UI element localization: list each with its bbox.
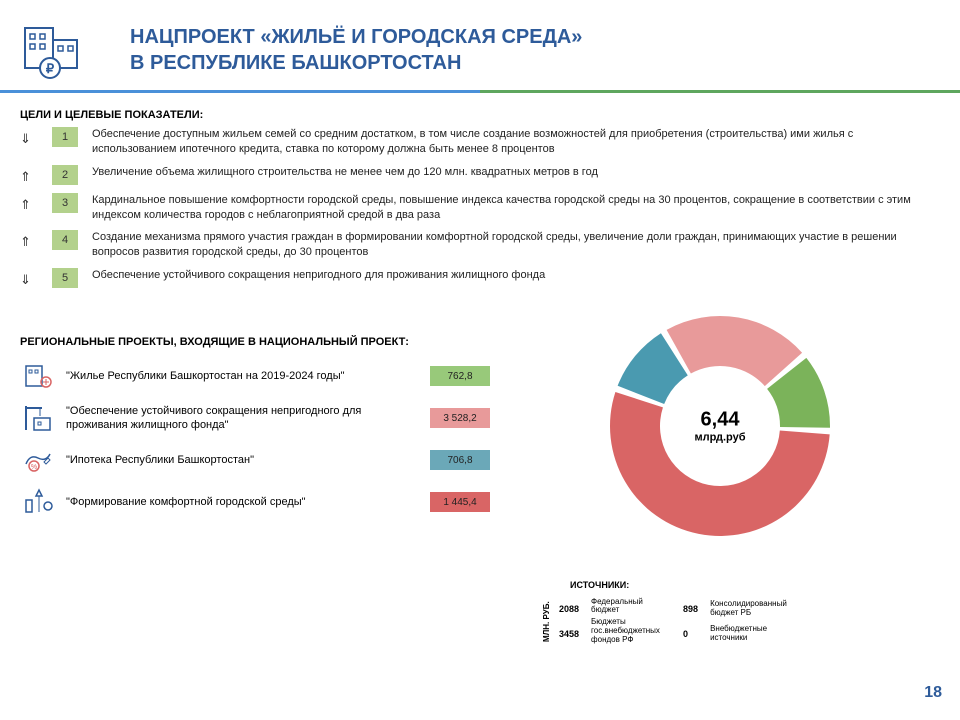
src-t-1-1: Внебюджетные источники xyxy=(710,625,790,643)
goal-text: Обеспечение доступным жильем семей со ср… xyxy=(92,127,940,157)
src-v-0-0: 2088 xyxy=(559,604,579,614)
src-v-1-0: 3458 xyxy=(559,629,579,639)
svg-text:₽: ₽ xyxy=(46,61,55,76)
goal-number-badge: 4 xyxy=(52,230,78,250)
goal-text: Создание механизма прямого участия гражд… xyxy=(92,230,940,260)
project-icon xyxy=(20,360,56,392)
chart-column: 6,44 млрд.руб xyxy=(490,306,940,528)
donut-center: 6,44 млрд.руб xyxy=(694,409,745,444)
goal-row: ⇓ 1 Обеспечение доступным жильем семей со … xyxy=(20,127,940,157)
sources-ylabel: МЛН. РУБ. xyxy=(540,596,553,646)
goal-number-badge: 5 xyxy=(52,268,78,288)
sources-grid: МЛН. РУБ. 2088 3458 Федеральный бюджет Б… xyxy=(540,596,940,646)
goals-section-title: ЦЕЛИ И ЦЕЛЕВЫЕ ПОКАЗАТЕЛИ: xyxy=(0,103,960,127)
project-icon: % xyxy=(20,444,56,476)
goal-text: Обеспечение устойчивого сокращения непри… xyxy=(92,268,940,283)
donut-unit: млрд.руб xyxy=(694,432,745,444)
project-value-box: 762,8 xyxy=(430,366,490,386)
lower-section: РЕГИОНАЛЬНЫЕ ПРОЕКТЫ, ВХОДЯЩИЕ В НАЦИОНА… xyxy=(0,296,960,528)
sources-block: ИСТОЧНИКИ: МЛН. РУБ. 2088 3458 Федеральн… xyxy=(540,580,940,646)
project-value-box: 1 445,4 xyxy=(430,492,490,512)
project-text: "Жилье Республики Башкортостан на 2019-2… xyxy=(66,369,420,383)
page-number: 18 xyxy=(924,684,942,702)
project-text: "Формирование комфортной городской среды… xyxy=(66,495,420,509)
goal-row: ⇓ 5 Обеспечение устойчивого сокращения неп… xyxy=(20,268,940,288)
header: ₽ НАЦПРОЕКТ «ЖИЛЬЁ И ГОРОДСКАЯ СРЕДА» В … xyxy=(0,0,960,90)
project-text: "Ипотека Республики Башкортостан" xyxy=(66,453,420,467)
src-t-1-0: Бюджеты гос.внебюджетных фондов РФ xyxy=(591,618,671,644)
project-icon xyxy=(20,402,56,434)
src-t-0-0: Федеральный бюджет xyxy=(591,598,671,616)
svg-text:%: % xyxy=(31,464,37,471)
donut-value: 6,44 xyxy=(694,409,745,432)
projects-list: "Жилье Республики Башкортостан на 2019-2… xyxy=(20,360,490,518)
logo-icon: ₽ xyxy=(20,20,100,80)
project-icon xyxy=(20,486,56,518)
goal-text: Кардинальное повышение комфортности горо… xyxy=(92,193,940,223)
project-text: "Обеспечение устойчивого сокращения непр… xyxy=(66,404,420,433)
project-value-box: 706,8 xyxy=(430,450,490,470)
goal-arrow-icon: ⇑ xyxy=(20,230,38,250)
goal-row: ⇑ 3 Кардинальное повышение комфортности го… xyxy=(20,193,940,223)
goal-arrow-icon: ⇑ xyxy=(20,193,38,213)
projects-section-title: РЕГИОНАЛЬНЫЕ ПРОЕКТЫ, ВХОДЯЩИЕ В НАЦИОНА… xyxy=(20,336,490,348)
project-row: "Жилье Республики Башкортостан на 2019-2… xyxy=(20,360,490,392)
goal-text: Увеличение объема жилищного строительств… xyxy=(92,165,940,180)
sources-title: ИСТОЧНИКИ: xyxy=(540,580,940,590)
main-title-2: В РЕСПУБЛИКЕ БАШКОРТОСТАН xyxy=(130,50,940,76)
projects-column: РЕГИОНАЛЬНЫЕ ПРОЕКТЫ, ВХОДЯЩИЕ В НАЦИОНА… xyxy=(20,306,490,528)
goal-arrow-icon: ⇑ xyxy=(20,165,38,185)
goal-number-badge: 1 xyxy=(52,127,78,147)
goal-row: ⇑ 4 Создание механизма прямого участия гра… xyxy=(20,230,940,260)
src-v-1-1: 0 xyxy=(683,629,698,639)
main-title-1: НАЦПРОЕКТ «ЖИЛЬЁ И ГОРОДСКАЯ СРЕДА» xyxy=(130,24,940,50)
goal-arrow-icon: ⇓ xyxy=(20,127,38,147)
donut-chart: 6,44 млрд.руб xyxy=(590,296,850,556)
goal-number-badge: 3 xyxy=(52,193,78,213)
goal-arrow-icon: ⇓ xyxy=(20,268,38,288)
separator-bar xyxy=(0,90,960,93)
goal-number-badge: 2 xyxy=(52,165,78,185)
goal-row: ⇑ 2 Увеличение объема жилищного строительс… xyxy=(20,165,940,185)
project-row: "Формирование комфортной городской среды… xyxy=(20,486,490,518)
project-value-box: 3 528,2 xyxy=(430,408,490,428)
project-row: "Обеспечение устойчивого сокращения непр… xyxy=(20,402,490,434)
src-v-0-1: 898 xyxy=(683,604,698,614)
title-block: НАЦПРОЕКТ «ЖИЛЬЁ И ГОРОДСКАЯ СРЕДА» В РЕ… xyxy=(130,24,940,76)
src-t-0-1: Консолидированный бюджет РБ xyxy=(710,600,790,618)
project-row: % "Ипотека Республики Башкортостан" 706,8 xyxy=(20,444,490,476)
goals-list: ⇓ 1 Обеспечение доступным жильем семей со … xyxy=(0,127,960,288)
